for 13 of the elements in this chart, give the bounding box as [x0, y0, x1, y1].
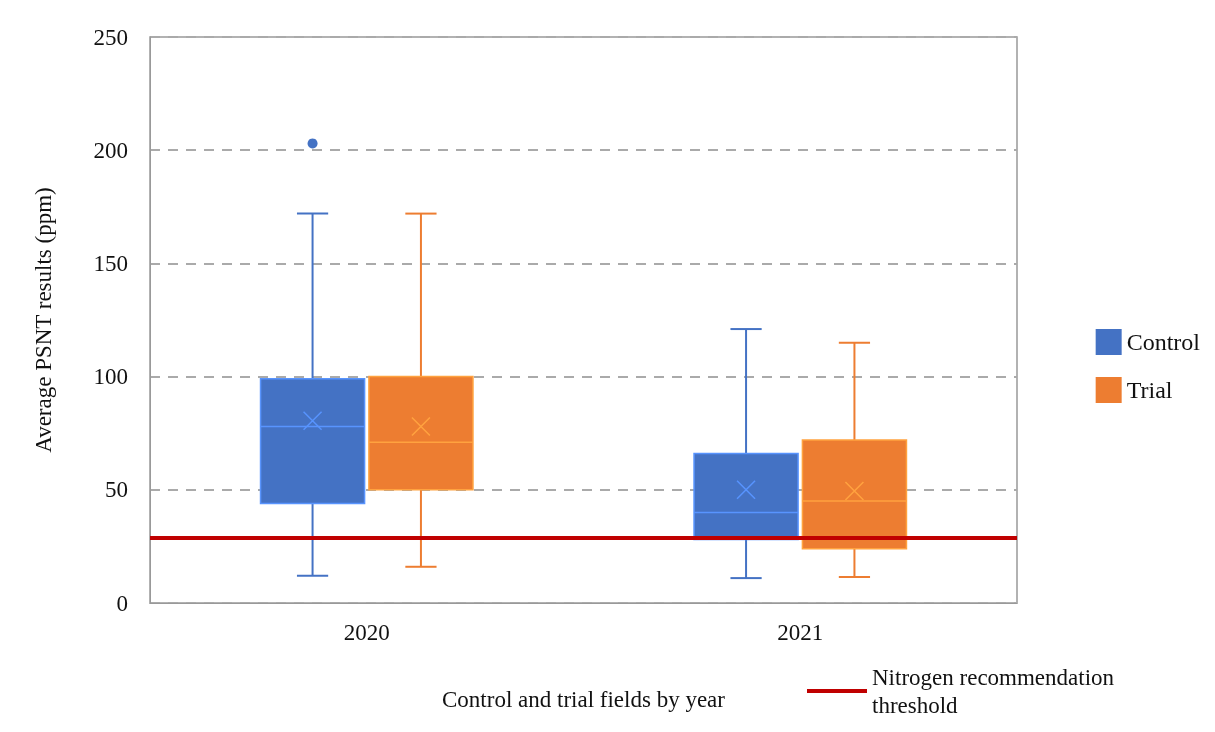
y-tick-label: 250 — [93, 24, 128, 50]
x-axis-title: Control and trial fields by year — [442, 687, 726, 712]
y-tick-label: 0 — [116, 590, 128, 616]
legend-label: Nitrogen recommendation threshold — [872, 664, 1120, 718]
legend-label: Control — [1126, 329, 1201, 355]
y-tick-label: 100 — [93, 364, 128, 390]
y-tick-label: 200 — [93, 137, 128, 163]
y-axis-title: Average PSNT results (ppm) — [31, 187, 56, 453]
y-tick-label: 150 — [93, 250, 128, 276]
x-tick-label: 2021 — [777, 620, 824, 645]
x-tick-label: 2020 — [343, 620, 390, 645]
legend-label: Trial — [1126, 377, 1173, 403]
y-tick-label: 50 — [105, 477, 128, 503]
